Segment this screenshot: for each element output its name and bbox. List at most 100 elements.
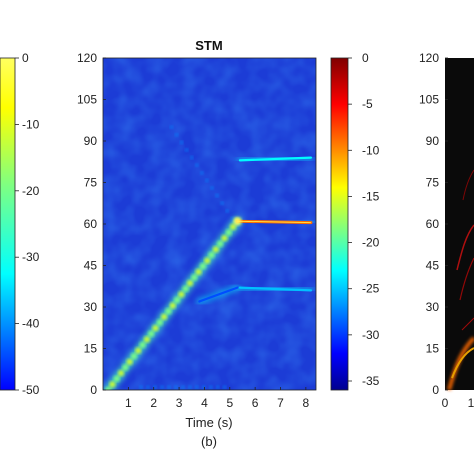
main-ridge-bead [191,274,198,281]
stm-colorbar-tick-label: -10 [362,143,380,157]
main-ridge-bead [148,330,155,337]
feature-dot [220,201,224,205]
main-ridge-bead [221,235,228,242]
feature-dot [205,178,209,183]
feature-line-upper-line [238,156,313,162]
main-ridge-bead [139,341,146,348]
x-tick-label: 5 [226,396,233,410]
feature-dot [139,385,143,389]
main-ridge-bead [143,336,150,343]
feature-dot [195,163,199,167]
junction-peak [233,217,242,226]
right-y-tick-label: 15 [426,342,440,356]
left-colorbar-gradient [0,57,16,391]
y-tick-label: 75 [84,176,98,190]
main-ridge-bead [126,358,133,365]
main-ridge-bead [212,246,219,253]
feature-dot [174,133,179,137]
feature-dot [160,385,164,389]
x-tick-label: 1 [125,396,132,410]
left-colorbar-tick-label: -30 [22,250,40,264]
feature-dot [188,385,192,389]
feature-line-core [237,220,311,224]
main-ridge-bead [122,364,129,371]
main-ridge-bead [135,347,142,354]
feature-dot [200,171,204,175]
stm-title: STM [195,38,222,53]
right-y-tick-label: 90 [426,134,440,148]
x-tick-label: 8 [303,396,310,410]
stm-colorbar-tick-label: -35 [362,374,380,388]
right-y-tick-label: 30 [426,300,440,314]
main-ridge-bead [130,353,137,360]
feature-dot [169,125,174,129]
stm-colorbar-tick-label: -25 [362,282,380,296]
y-tick-label: 60 [84,217,98,231]
feature-dot [180,140,184,144]
feature-dot [216,385,220,389]
main-ridge-bead [186,280,193,287]
main-ridge-bead [169,302,176,309]
right-y-tick-label: 60 [426,217,440,231]
feature-line-lower-diagonal [198,286,239,303]
y-tick-label: 45 [84,259,98,273]
feature-dot [181,385,185,389]
x-tick-label: 4 [201,396,208,410]
y-tick-label: 30 [84,300,98,314]
right-x-tick-label: 0 [442,396,449,410]
feature-dot [185,148,189,152]
stm-colorbar-gradient [330,57,349,391]
stm-colorbar-tick-label: -20 [362,236,380,250]
left-colorbar-tick-label: -50 [22,383,40,397]
x-tick-label: 3 [176,396,183,410]
main-ridge-bead [161,313,168,320]
feature-dot [225,209,229,213]
feature-dot [209,385,213,389]
main-ridge-bead [109,381,116,388]
x-tick-label: 6 [252,396,259,410]
main-ridge-bead [105,387,112,390]
stm-colorbar: 0 -5 -10 -15 -20 -25 -30 -35 [330,51,380,391]
right-y-tick-label: 120 [419,51,439,65]
right-y-tick-label: 75 [426,176,440,190]
left-colorbar-tick-label: 0 [22,51,29,65]
main-ridge-bead [118,370,125,377]
y-tick-label: 120 [77,51,97,65]
main-ridge-bead [230,223,237,230]
left-colorbar-tick-label: -20 [22,184,40,198]
right-panel: 0 1 0 15 30 45 60 75 90 105 120 [419,51,474,410]
feature-dot [202,385,206,389]
stm-colorbar-tick-label: 0 [362,51,369,65]
main-ridge-bead [195,268,202,275]
left-colorbar: 0 -10 -20 -30 -40 -50 [0,51,40,397]
x-tick-label: 7 [277,396,284,410]
main-ridge-bead [217,240,224,247]
left-colorbar-tick-label: -40 [22,317,40,331]
feature-dot [146,385,150,389]
y-tick-label: 105 [77,93,97,107]
main-ridge-bead [113,375,120,382]
stm-colorbar-tick-label: -15 [362,189,380,203]
right-x-tick-label: 1 [468,396,474,410]
right-heatmap-background [445,58,474,390]
right-y-tick-label: 45 [426,259,440,273]
main-ridge-bead [178,291,185,298]
feature-dot [223,385,227,389]
y-tick-label: 0 [90,383,97,397]
feature-dot [167,385,171,389]
feature-dot [190,156,194,160]
feature-line-lower-line [238,286,313,292]
main-ridge-bead [156,319,163,326]
y-tick-label: 15 [84,342,98,356]
main-ridge-bead [165,308,172,315]
x-axis-label: Time (s) [185,415,232,430]
left-colorbar-tick-label: -10 [22,117,40,131]
right-y-tick-label: 0 [432,383,439,397]
main-ridge-bead [225,229,232,236]
x-tick-label: 2 [150,396,157,410]
right-heatmap-streaks [447,169,474,391]
feature-dot [174,385,178,389]
main-ridge-bead [208,251,215,258]
